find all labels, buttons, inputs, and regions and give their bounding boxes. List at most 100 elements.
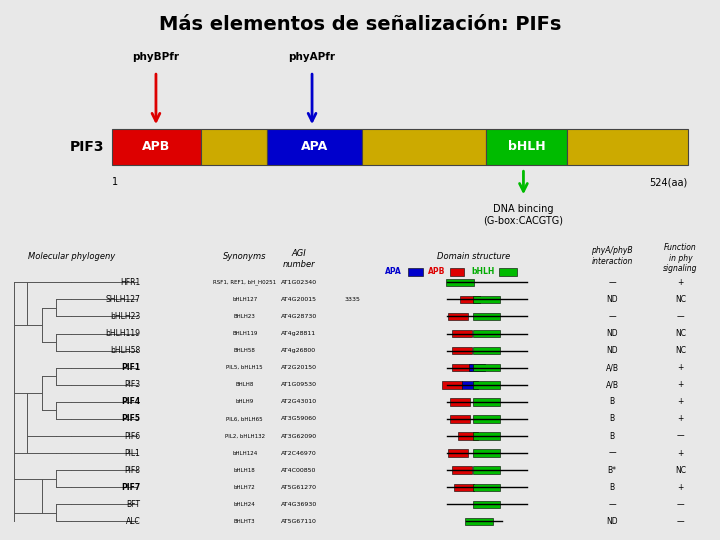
Bar — [452, 364, 472, 372]
Text: BHLHT3: BHLHT3 — [234, 519, 256, 524]
Bar — [473, 330, 500, 338]
Text: bHLH124: bHLH124 — [232, 450, 258, 456]
Text: bHLH9: bHLH9 — [235, 400, 254, 404]
Bar — [473, 501, 500, 508]
Text: +: + — [678, 414, 683, 423]
Text: —: — — [608, 449, 616, 457]
Text: AT4g26800: AT4g26800 — [282, 348, 316, 353]
Text: bHLH58: bHLH58 — [110, 346, 140, 355]
Text: 1: 1 — [112, 177, 118, 187]
Text: B: B — [609, 397, 615, 406]
Text: B: B — [609, 431, 615, 441]
Text: bHLH127: bHLH127 — [232, 297, 258, 302]
Text: bHLH18: bHLH18 — [234, 468, 256, 472]
Bar — [448, 313, 468, 320]
Bar — [112, 129, 201, 165]
Bar — [458, 432, 478, 440]
Text: BHLH58: BHLH58 — [234, 348, 256, 353]
Bar — [448, 449, 468, 457]
Text: B: B — [609, 483, 615, 492]
Text: phyAPfr: phyAPfr — [289, 52, 336, 62]
Text: +: + — [678, 449, 683, 457]
Text: —: — — [608, 500, 616, 509]
Bar — [450, 398, 470, 406]
Text: —: — — [608, 312, 616, 321]
Text: PIL5, bHLH15: PIL5, bHLH15 — [227, 365, 263, 370]
Bar — [473, 398, 500, 406]
Bar — [442, 381, 462, 388]
Text: 3335: 3335 — [344, 297, 360, 302]
Text: AT4G28730: AT4G28730 — [281, 314, 317, 319]
Bar — [459, 295, 480, 303]
Text: PIF6: PIF6 — [125, 431, 140, 441]
Text: —: — — [677, 431, 684, 441]
Bar — [450, 415, 470, 423]
Text: PIF1: PIF1 — [121, 363, 140, 372]
Bar — [452, 347, 472, 354]
Bar — [473, 449, 500, 457]
Text: A/B: A/B — [606, 363, 618, 372]
Text: PIF5: PIF5 — [122, 414, 140, 423]
Text: NC: NC — [675, 295, 686, 304]
Bar — [473, 364, 500, 372]
Text: AT5G61270: AT5G61270 — [281, 485, 317, 490]
Text: AT3G59060: AT3G59060 — [281, 416, 317, 421]
Bar — [201, 129, 267, 165]
Bar — [362, 129, 486, 165]
Text: B*: B* — [608, 465, 616, 475]
Text: +: + — [678, 483, 683, 492]
Text: B: B — [609, 414, 615, 423]
Text: NC: NC — [675, 329, 686, 338]
Text: BFT: BFT — [127, 500, 140, 509]
Text: ND: ND — [606, 295, 618, 304]
Bar — [452, 467, 472, 474]
Bar — [473, 347, 500, 354]
Text: BHLH119: BHLH119 — [232, 331, 258, 336]
Text: BHLH8: BHLH8 — [235, 382, 254, 387]
Text: +: + — [678, 380, 683, 389]
Text: AT4G20015: AT4G20015 — [281, 297, 317, 302]
Text: PIF8: PIF8 — [125, 465, 140, 475]
Text: ALC: ALC — [126, 517, 140, 526]
Text: PIL6, bHLH65: PIL6, bHLH65 — [227, 416, 263, 421]
Text: Más elementos de señalización: PIFs: Más elementos de señalización: PIFs — [159, 15, 561, 34]
Text: bHLH23: bHLH23 — [110, 312, 140, 321]
Text: BHLH23: BHLH23 — [234, 314, 256, 319]
Text: NC: NC — [675, 346, 686, 355]
Bar — [462, 381, 477, 388]
Bar — [452, 330, 472, 338]
Text: AT2G43010: AT2G43010 — [281, 400, 317, 404]
Text: AT1G09530: AT1G09530 — [281, 382, 317, 387]
Text: PIF7: PIF7 — [121, 483, 140, 492]
Text: RSF1, REF1, bH_H0251: RSF1, REF1, bH_H0251 — [213, 279, 276, 285]
Text: —: — — [677, 500, 684, 509]
Bar — [473, 467, 500, 474]
Bar — [473, 313, 500, 320]
Text: ND: ND — [606, 329, 618, 338]
Bar — [473, 415, 500, 423]
Text: AT4C00850: AT4C00850 — [281, 468, 317, 472]
Text: Molecular phylogeny: Molecular phylogeny — [28, 252, 116, 261]
Text: A/B: A/B — [606, 380, 618, 389]
Bar — [446, 279, 474, 286]
Bar — [267, 129, 362, 165]
Text: Domain structure: Domain structure — [437, 252, 510, 261]
Text: AGI
number: AGI number — [282, 249, 315, 269]
Bar — [567, 129, 688, 165]
Text: bHLH: bHLH — [508, 140, 545, 153]
Bar — [465, 518, 492, 525]
Text: PIF4: PIF4 — [121, 397, 140, 406]
Text: +: + — [678, 397, 683, 406]
Text: —: — — [608, 278, 616, 287]
Bar — [408, 268, 423, 275]
Text: ND: ND — [606, 346, 618, 355]
Text: AT3G62090: AT3G62090 — [281, 434, 317, 438]
Text: DNA bincing
(G-box:CACGTG): DNA bincing (G-box:CACGTG) — [483, 204, 564, 226]
Text: HFR1: HFR1 — [120, 278, 140, 287]
Text: —: — — [677, 312, 684, 321]
Bar — [499, 268, 517, 275]
Bar — [473, 432, 500, 440]
Text: APB: APB — [142, 140, 171, 153]
Bar — [473, 381, 500, 388]
Text: phyBPfr: phyBPfr — [132, 52, 179, 62]
